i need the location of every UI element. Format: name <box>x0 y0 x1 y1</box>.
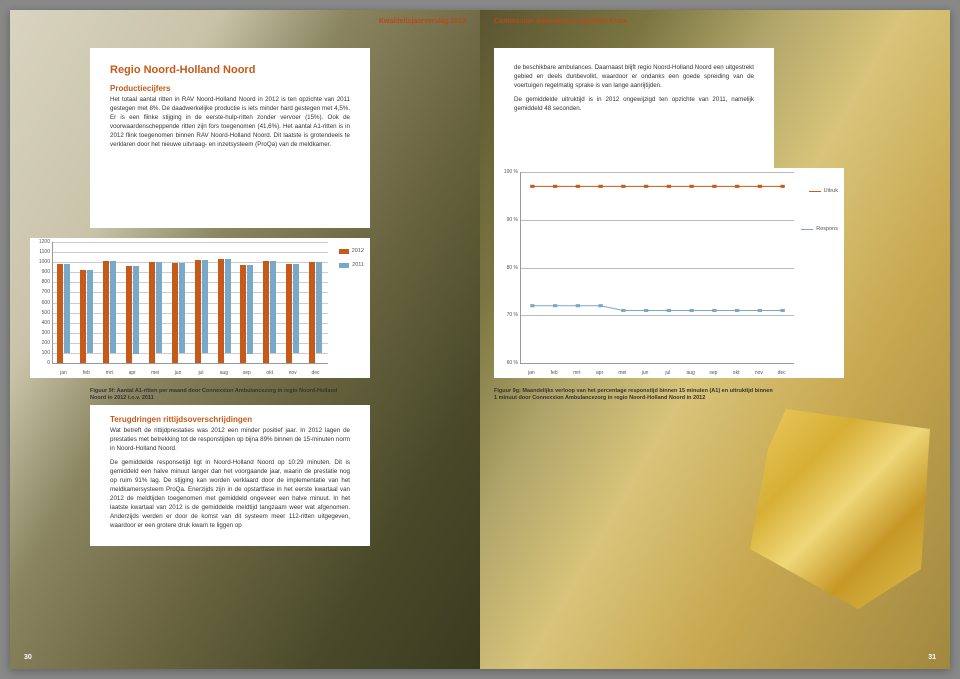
legend-2012: 2012 <box>352 248 364 254</box>
region-title: Regio Noord-Holland Noord <box>110 64 350 76</box>
section-subhead: Productiecijfers <box>110 84 350 93</box>
intro-text: Het totaal aantal ritten in RAV Noord-Ho… <box>110 96 350 150</box>
legend-uitruk: Uitruk <box>824 188 838 194</box>
page-right: Connexxion Ambulancezorg/Witte Kruis de … <box>480 10 950 669</box>
line-chart: Uitruk Respons 60 %70 %80 %90 %100 %janf… <box>494 168 844 378</box>
intro-box: Regio Noord-Holland Noord Productiecijfe… <box>90 48 370 228</box>
lower-text-box: Terugdringen rittijdsoverschrijdingen Wa… <box>90 405 370 546</box>
header-left: Kwaliteitsjaarverslag 2012 <box>379 18 466 25</box>
page-left: Kwaliteitsjaarverslag 2012 Regio Noord-H… <box>10 10 480 669</box>
emergency-blanket-graphic <box>750 409 930 609</box>
lower-body: Wat betreft de rittijdprestaties was 201… <box>110 427 350 531</box>
page-number-left: 30 <box>24 654 32 661</box>
bar-plot-area <box>52 242 328 364</box>
right-body: de beschikbare ambulances. Daarnaast bli… <box>514 64 754 114</box>
line-caption: Figuur 9g: Maandelijks verloop van het p… <box>494 388 774 402</box>
page-number-right: 31 <box>928 654 936 661</box>
legend-respons: Respons <box>816 226 838 232</box>
bar-chart: 2012 2011 010020030040050060070080090010… <box>30 238 370 378</box>
header-right: Connexxion Ambulancezorg/Witte Kruis <box>494 18 627 25</box>
legend-2011: 2011 <box>352 262 364 268</box>
line-plot-area <box>520 172 794 364</box>
bar-caption: Figuur 9f: Aantal A1-ritten per maand do… <box>90 388 350 402</box>
page-spread: Kwaliteitsjaarverslag 2012 Regio Noord-H… <box>10 10 950 669</box>
lower-subhead: Terugdringen rittijdsoverschrijdingen <box>110 415 350 424</box>
